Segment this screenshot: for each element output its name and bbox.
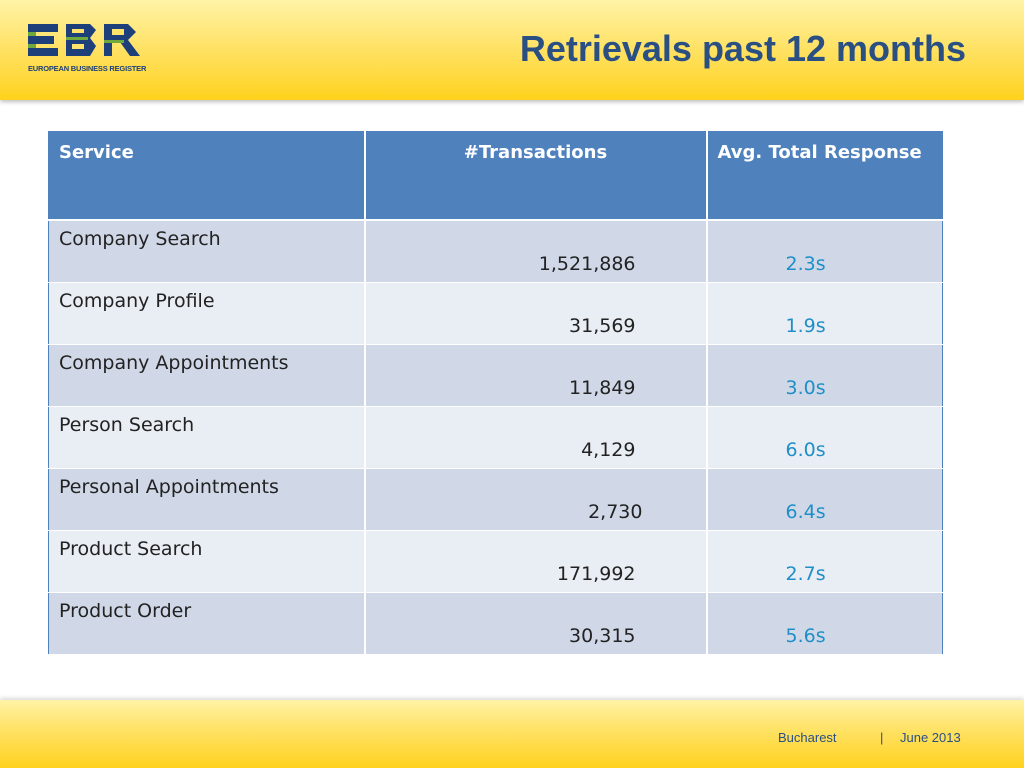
service-cell: Product Search [48,530,366,593]
table-row: Company Appointments 11,849 3.0s [48,344,943,407]
footer-separator: | [880,730,884,745]
column-header-transactions: #Transactions [364,131,708,221]
footer-location: Bucharest [778,730,837,745]
transactions-cell: 11,849 [364,344,708,407]
transactions-cell: 1,521,886 [364,220,708,283]
response-cell: 2.3s [706,220,943,283]
service-cell: Company Profile [48,282,366,345]
service-cell: Company Search [48,220,366,283]
transactions-cell: 2,730 [364,468,708,531]
table-row: Company Profile 31,569 1.9s [48,282,943,345]
response-cell: 3.0s [706,344,943,407]
service-cell: Product Order [48,592,366,655]
response-cell: 6.0s [706,406,943,469]
column-header-response: Avg. Total Response [706,131,943,221]
table-row: Person Search 4,129 6.0s [48,406,943,469]
header-rule [0,95,1024,100]
transactions-cell: 171,992 [364,530,708,593]
service-cell: Company Appointments [48,344,366,407]
table-row: Personal Appointments 2,730 6.4s [48,468,943,531]
logo-tagline: EUROPEAN BUSINESS REGISTER [28,64,147,73]
ebr-logo: EUROPEAN BUSINESS REGISTER [28,20,147,76]
response-cell: 5.6s [706,592,943,655]
retrievals-table: Service #Transactions Avg. Total Respons… [48,131,943,655]
ebr-logo-mark [28,24,140,56]
table-row: Product Order 30,315 5.6s [48,592,943,655]
transactions-cell: 31,569 [364,282,708,345]
transactions-cell: 4,129 [364,406,708,469]
header-band: EUROPEAN BUSINESS REGISTER Retrievals pa… [0,0,1024,100]
column-header-service: Service [48,131,366,221]
transactions-cell: 30,315 [364,592,708,655]
service-cell: Personal Appointments [48,468,366,531]
table-header-row: Service #Transactions Avg. Total Respons… [48,131,943,221]
page-title: Retrievals past 12 months [519,28,966,69]
table-row: Product Search 171,992 2.7s [48,530,943,593]
service-cell: Person Search [48,406,366,469]
table-row: Company Search 1,521,886 2.3s [48,220,943,283]
response-cell: 6.4s [706,468,943,531]
response-cell: 2.7s [706,530,943,593]
response-cell: 1.9s [706,282,943,345]
footer-band: Bucharest | June 2013 [0,700,1024,768]
footer-date: June 2013 [900,730,961,745]
